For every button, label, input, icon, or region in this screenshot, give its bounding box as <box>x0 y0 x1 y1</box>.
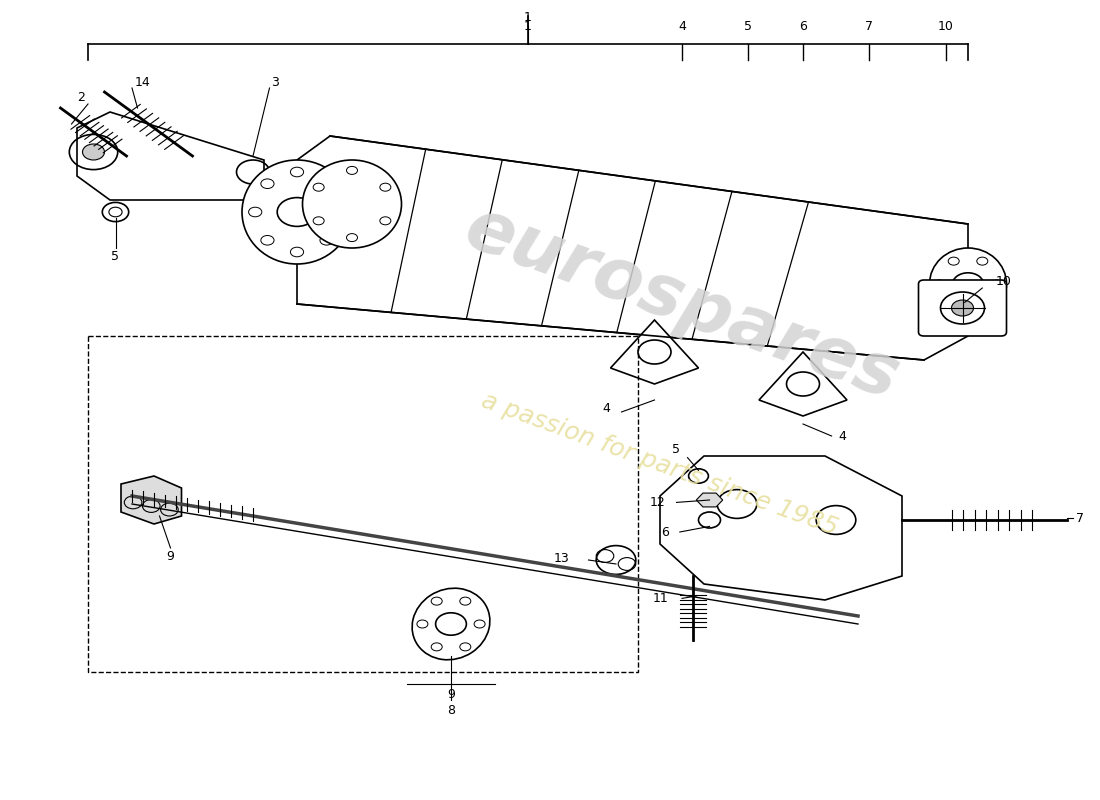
Ellipse shape <box>242 160 352 264</box>
Text: 8: 8 <box>447 704 455 717</box>
Text: 9: 9 <box>447 688 455 701</box>
Text: 12: 12 <box>650 496 666 509</box>
Polygon shape <box>660 456 902 600</box>
Circle shape <box>952 300 974 316</box>
Polygon shape <box>696 493 723 507</box>
Text: 10: 10 <box>996 275 1011 288</box>
Ellipse shape <box>302 160 402 248</box>
Text: 5: 5 <box>672 443 680 456</box>
Ellipse shape <box>930 248 1007 320</box>
Text: 1: 1 <box>524 20 532 33</box>
Text: 14: 14 <box>135 76 151 89</box>
Polygon shape <box>610 320 698 384</box>
Text: 2: 2 <box>77 91 86 104</box>
Text: 4: 4 <box>678 20 686 33</box>
Bar <box>88 336 638 672</box>
Text: 9: 9 <box>166 550 175 562</box>
Text: 1: 1 <box>524 11 532 24</box>
Text: 5: 5 <box>111 250 120 262</box>
Text: 3: 3 <box>271 76 279 89</box>
Ellipse shape <box>412 588 490 660</box>
Polygon shape <box>297 136 968 360</box>
Text: 11: 11 <box>653 592 669 605</box>
Text: 6: 6 <box>661 526 669 538</box>
Polygon shape <box>759 352 847 416</box>
Text: 4: 4 <box>603 402 611 414</box>
Polygon shape <box>121 476 182 524</box>
Text: 6: 6 <box>799 20 807 33</box>
Text: 10: 10 <box>938 20 954 33</box>
Text: 7: 7 <box>865 20 873 33</box>
Text: eurospares: eurospares <box>455 194 909 414</box>
Text: 4: 4 <box>838 430 846 442</box>
Circle shape <box>82 144 104 160</box>
FancyBboxPatch shape <box>918 280 1007 336</box>
Text: 13: 13 <box>554 552 570 565</box>
Text: 5: 5 <box>744 20 752 33</box>
Text: 7: 7 <box>1076 512 1084 525</box>
Polygon shape <box>77 112 264 200</box>
Text: a passion for parts since 1985: a passion for parts since 1985 <box>478 388 842 540</box>
